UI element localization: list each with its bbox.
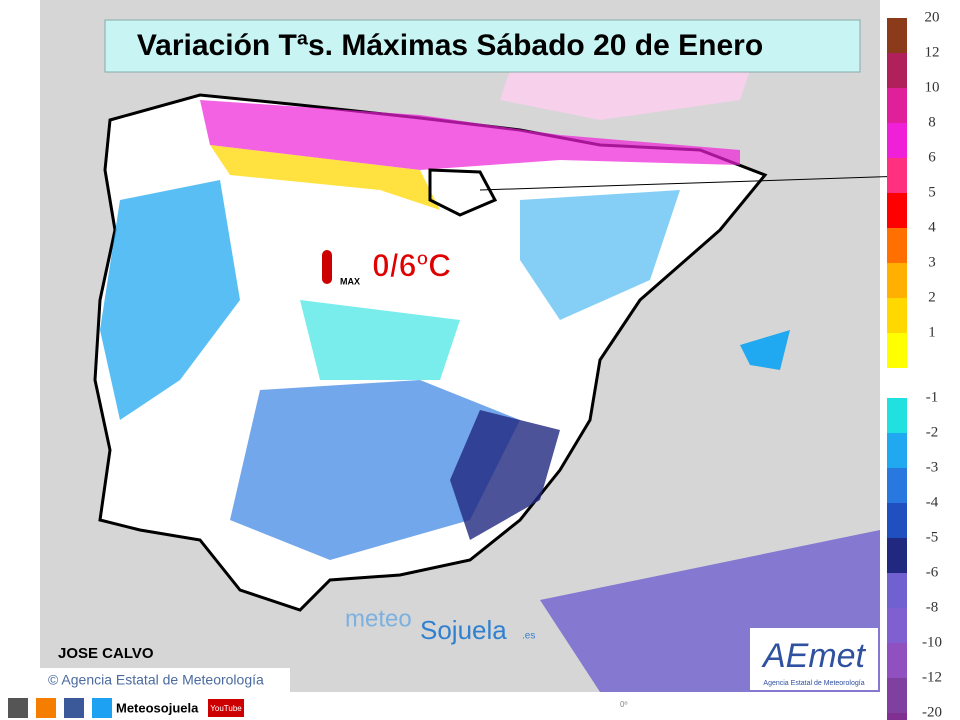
- watermark: .es: [522, 631, 535, 642]
- legend-swatch: [887, 713, 907, 720]
- legend-swatch: [887, 608, 907, 643]
- footer-site: Meteosojuela: [116, 700, 199, 715]
- icon: [36, 698, 56, 718]
- icon: [92, 698, 112, 718]
- legend-label: 2: [928, 289, 936, 305]
- legend-swatch: [887, 333, 907, 368]
- watermark: Sojuela: [420, 615, 507, 645]
- legend-swatch: [887, 123, 907, 158]
- baleares: [740, 330, 790, 370]
- thermometer-icon: [322, 250, 332, 284]
- icon: [64, 698, 84, 718]
- copyright-box: [40, 668, 290, 692]
- watermark: meteo: [345, 605, 412, 632]
- badge-range: 0/6ºC: [372, 247, 451, 283]
- legend-swatch: [887, 18, 907, 53]
- legend-swatch: [887, 158, 907, 193]
- legend-label: -8: [926, 599, 939, 615]
- warm-area: [210, 145, 440, 210]
- pointer-line: [479, 175, 907, 191]
- legend-swatch: [887, 263, 907, 298]
- legend: 20 12 10 8 6 5 4 3 2 1 -1 -2 -3 -4 -5 -6 -8 -10 -12 -20: [887, 9, 942, 720]
- legend-swatch: [887, 468, 907, 503]
- legend-label: -5: [926, 529, 939, 545]
- warm-area: [200, 100, 740, 170]
- legend-label: 12: [925, 44, 940, 60]
- legend-swatch: [887, 398, 907, 433]
- cold-area: [100, 180, 240, 420]
- legend-label: 20: [925, 9, 940, 25]
- footer-youtube: YouTube: [210, 704, 242, 713]
- legend-swatch: [887, 53, 907, 88]
- legend-swatch: [887, 678, 907, 713]
- legend-label: 5: [928, 184, 936, 200]
- legend-swatch: [887, 538, 907, 573]
- legend-label: -20: [922, 704, 942, 720]
- legend-label: 6: [928, 149, 936, 165]
- icon: [8, 698, 28, 718]
- legend-label: 8: [928, 114, 936, 130]
- legend-label: 4: [928, 219, 936, 235]
- legend-label: -3: [926, 459, 939, 475]
- legend-swatch: [887, 88, 907, 123]
- youtube-icon: [208, 699, 244, 717]
- legend-label: -4: [926, 494, 939, 510]
- legend-swatch: [887, 573, 907, 608]
- aemet-box: [750, 628, 878, 690]
- legend-swatch: [887, 298, 907, 333]
- legend-label: 10: [925, 79, 940, 95]
- legend-swatch: [887, 503, 907, 538]
- legend-label: 3: [928, 254, 936, 270]
- title-box: [104, 19, 861, 73]
- legend-label: -2: [926, 424, 939, 440]
- cold-area: [450, 410, 560, 540]
- cold-area: [230, 380, 520, 560]
- author: JOSE CALVO: [58, 645, 154, 662]
- aemet-logo: AEmet: [761, 637, 867, 675]
- legend-label: -1: [926, 389, 939, 405]
- cold-area: [300, 300, 460, 380]
- legend-swatch: [887, 228, 907, 263]
- margin: [0, 0, 40, 720]
- legend-label: -12: [922, 669, 942, 685]
- legend-swatch: [887, 433, 907, 468]
- legend-label: -10: [922, 634, 942, 650]
- la-rioja: [428, 168, 498, 217]
- meridian: 0º: [620, 700, 627, 709]
- cold-area: [520, 190, 680, 320]
- badge-tag: MAX: [340, 276, 360, 286]
- legend-swatch: [887, 193, 907, 228]
- title: Variación Tªs. Máximas Sábado 20 de Ener…: [137, 29, 763, 62]
- legend-swatch: [887, 643, 907, 678]
- legend-label: -6: [926, 564, 939, 580]
- copyright: © Agencia Estatal de Meteorología: [48, 672, 264, 688]
- legend-label: 1: [928, 324, 936, 340]
- aemet-caption: Agencia Estatal de Meteorología: [763, 680, 864, 687]
